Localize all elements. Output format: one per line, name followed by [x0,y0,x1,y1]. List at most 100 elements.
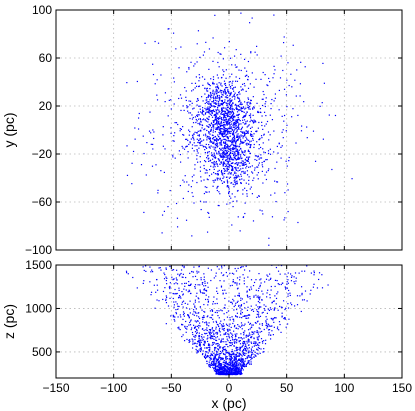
scatter-point [265,324,267,327]
scatter-point [240,337,242,339]
scatter-point [183,181,185,183]
scatter-point [241,346,243,348]
scatter-point [268,329,271,331]
scatter-point [179,94,182,96]
scatter-point [204,112,207,114]
scatter-point [222,58,224,60]
scatter-point [271,98,273,101]
scatter-point [301,292,303,294]
scatter-point [232,80,234,82]
scatter-point [210,145,212,147]
scatter-point [258,316,260,318]
scatter-point [239,120,241,122]
scatter-point [213,171,215,174]
scatter-point [197,141,199,144]
scatter-point [218,152,220,154]
scatter-point [229,140,231,143]
scatter-point [208,94,210,97]
scatter-point [198,334,200,337]
scatter-point [244,134,246,136]
scatter-point [213,358,216,360]
scatter-point [239,162,241,164]
scatter-point [226,102,228,104]
scatter-point [227,147,229,149]
scatter-point [211,152,213,154]
scatter-point [236,363,238,365]
scatter-point [216,103,218,105]
scatter-point [236,200,238,202]
scatter-point [194,287,196,289]
scatter-point [265,323,268,325]
scatter-point [236,175,238,177]
scatter-point [286,281,288,283]
scatter-point [183,312,185,314]
scatter-point [285,130,287,132]
scatter-point [293,276,295,278]
scatter-point [234,373,236,375]
scatter-point [229,93,231,95]
scatter-point [215,137,218,139]
scatter-point [199,350,202,352]
scatter-point [225,352,227,354]
scatter-point [154,40,156,43]
scatter-point [225,93,227,95]
scatter-point [247,335,249,337]
scatter-point [211,154,213,156]
scatter-point [237,139,239,142]
scatter-point [208,108,211,110]
scatter-point [197,161,199,163]
scatter-point [258,299,260,301]
scatter-point [229,317,231,319]
scatter-point [298,272,300,274]
scatter-point [236,316,239,318]
scatter-point [223,181,225,183]
scatter-point [212,109,215,111]
scatter-point [233,326,236,328]
scatter-point [210,354,213,356]
scatter-point [225,372,227,374]
scatter-point [176,226,179,228]
scatter-point [294,272,297,274]
scatter-point [238,365,240,367]
scatter-point [257,127,259,129]
scatter-point [237,94,239,96]
scatter-point [232,368,234,370]
scatter-point [157,42,160,44]
scatter-point [232,298,234,301]
scatter-point [244,150,246,152]
scatter-point [261,137,263,139]
scatter-point [210,129,212,131]
scatter-point [178,326,180,328]
scatter-point [243,283,245,285]
scatter-point [255,121,257,123]
scatter-point [270,285,272,288]
scatter-point [239,230,241,232]
scatter-point [248,156,251,158]
scatter-point [227,173,229,175]
scatter-point [237,164,239,166]
scatter-point [223,372,225,374]
scatter-point [193,133,195,135]
scatter-point [223,147,225,149]
scatter-point [236,368,238,371]
scatter-point [238,77,241,80]
scatter-point [238,325,240,327]
scatter-point [143,280,145,282]
scatter-point [204,186,206,188]
scatter-point [246,159,248,162]
scatter-point [220,365,222,367]
scatter-point [227,111,229,113]
scatter-point [242,107,244,110]
scatter-point [182,197,184,200]
scatter-point [217,368,219,371]
scatter-point [210,362,213,365]
scatter-point [173,293,175,295]
scatter-point [236,348,238,351]
scatter-point [219,144,221,146]
scatter-point [211,314,214,316]
scatter-point [217,105,219,107]
scatter-point [182,311,185,313]
scatter-point [245,136,247,138]
scatter-point [219,89,222,91]
scatter-point [254,121,256,123]
